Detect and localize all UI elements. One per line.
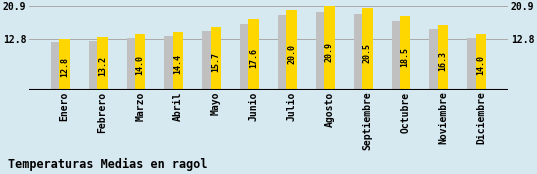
Text: 18.5: 18.5: [401, 47, 410, 67]
Text: 13.2: 13.2: [98, 56, 107, 76]
Text: 20.9: 20.9: [325, 42, 334, 62]
Bar: [202, 31, 213, 90]
Bar: [391, 21, 402, 90]
Bar: [476, 34, 486, 90]
Text: 20.0: 20.0: [287, 44, 296, 64]
Bar: [173, 32, 183, 90]
Bar: [430, 29, 440, 90]
Bar: [324, 6, 335, 90]
Bar: [59, 39, 70, 90]
Bar: [51, 42, 61, 90]
Bar: [400, 16, 410, 90]
Text: 16.3: 16.3: [439, 51, 447, 71]
Bar: [316, 12, 326, 90]
Bar: [135, 34, 146, 90]
Text: 17.6: 17.6: [249, 48, 258, 68]
Text: 14.0: 14.0: [476, 55, 485, 75]
Text: 14.4: 14.4: [173, 54, 183, 74]
Bar: [97, 37, 107, 90]
Bar: [278, 15, 288, 90]
Text: 15.7: 15.7: [212, 52, 220, 72]
Bar: [354, 14, 364, 90]
Bar: [249, 19, 259, 90]
Bar: [467, 38, 478, 90]
Bar: [127, 38, 137, 90]
Text: 20.5: 20.5: [363, 43, 372, 63]
Bar: [362, 8, 373, 90]
Bar: [438, 25, 448, 90]
Bar: [89, 41, 99, 90]
Bar: [211, 27, 221, 90]
Text: 14.0: 14.0: [136, 55, 144, 75]
Bar: [164, 36, 175, 90]
Bar: [286, 10, 297, 90]
Text: Temperaturas Medias en ragol: Temperaturas Medias en ragol: [8, 157, 208, 171]
Bar: [240, 24, 251, 90]
Text: 12.8: 12.8: [60, 57, 69, 77]
